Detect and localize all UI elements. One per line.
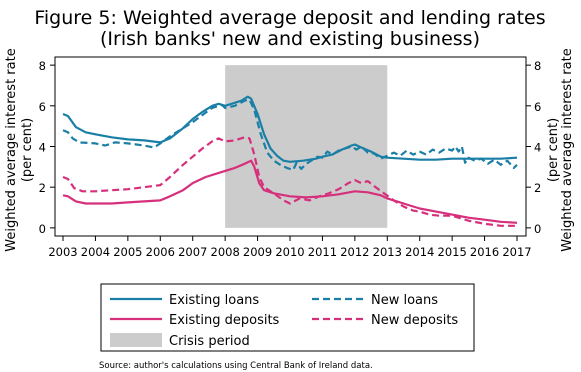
legend: Existing loans New loans Existing deposits… — [110, 293, 458, 349]
y-tick-label-right-8: 8 — [534, 59, 541, 73]
x-tick-label-2006: 2006 — [146, 245, 175, 259]
y-axis-label-right-unit: (per cent) — [546, 118, 561, 182]
legend-label-1: New loans — [371, 293, 438, 308]
y-tick-label-right-2: 2 — [534, 181, 541, 195]
x-tick-label-2012: 2012 — [340, 245, 369, 259]
source-note: Source: author's calculations using Cent… — [99, 361, 373, 371]
series-line-1 — [62, 98, 518, 171]
legend-label-2: Existing deposits — [169, 313, 280, 328]
y-axis-label-right: Weighted average interest rate — [560, 48, 575, 251]
shade-layer — [225, 65, 388, 228]
y-axis-label-left-unit: (per cent) — [20, 118, 35, 182]
x-tick-label-2013: 2013 — [373, 245, 402, 259]
y-tick-label-left-6: 6 — [39, 100, 46, 114]
y-tick-label-left-4: 4 — [39, 141, 46, 155]
x-tick-label-2009: 2009 — [243, 245, 272, 259]
x-tick-label-2003: 2003 — [48, 245, 77, 259]
legend-box — [100, 283, 475, 352]
x-tick-label-2016: 2016 — [470, 245, 499, 259]
legend-label-0: Existing loans — [169, 293, 259, 308]
y-axis-label-left: Weighted average interest rate — [4, 48, 19, 251]
y-tick-label-right-4: 4 — [534, 141, 541, 155]
legend-label-3: New deposits — [371, 313, 458, 328]
series-line-3 — [62, 136, 517, 227]
legend-swatch-crisis — [110, 333, 162, 347]
y-tick-label-left-2: 2 — [39, 181, 46, 195]
series-line-2 — [62, 159, 518, 224]
series-line-0 — [62, 95, 518, 163]
x-tick-label-2007: 2007 — [178, 245, 207, 259]
series-layer — [62, 95, 518, 227]
x-tick-label-2008: 2008 — [211, 245, 240, 259]
x-tick-label-2017: 2017 — [502, 245, 531, 259]
legend-label-crisis: Crisis period — [169, 334, 250, 349]
x-tick-label-2010: 2010 — [275, 245, 304, 259]
y-tick-label-left-0: 0 — [39, 222, 46, 236]
x-tick-label-2011: 2011 — [308, 245, 337, 259]
y-tick-label-right-6: 6 — [534, 100, 541, 114]
y-tick-label-left-8: 8 — [39, 59, 46, 73]
y-tick-label-right-0: 0 — [534, 222, 541, 236]
crisis-period-band — [225, 65, 388, 228]
x-tick-label-2005: 2005 — [113, 245, 142, 259]
x-tick-label-2015: 2015 — [438, 245, 467, 259]
chart-subtitle: (Irish banks' new and existing business) — [100, 28, 480, 50]
x-tick-label-2004: 2004 — [81, 245, 110, 259]
x-tick-label-2014: 2014 — [405, 245, 434, 259]
chart-title: Figure 5: Weighted average deposit and l… — [34, 7, 545, 29]
